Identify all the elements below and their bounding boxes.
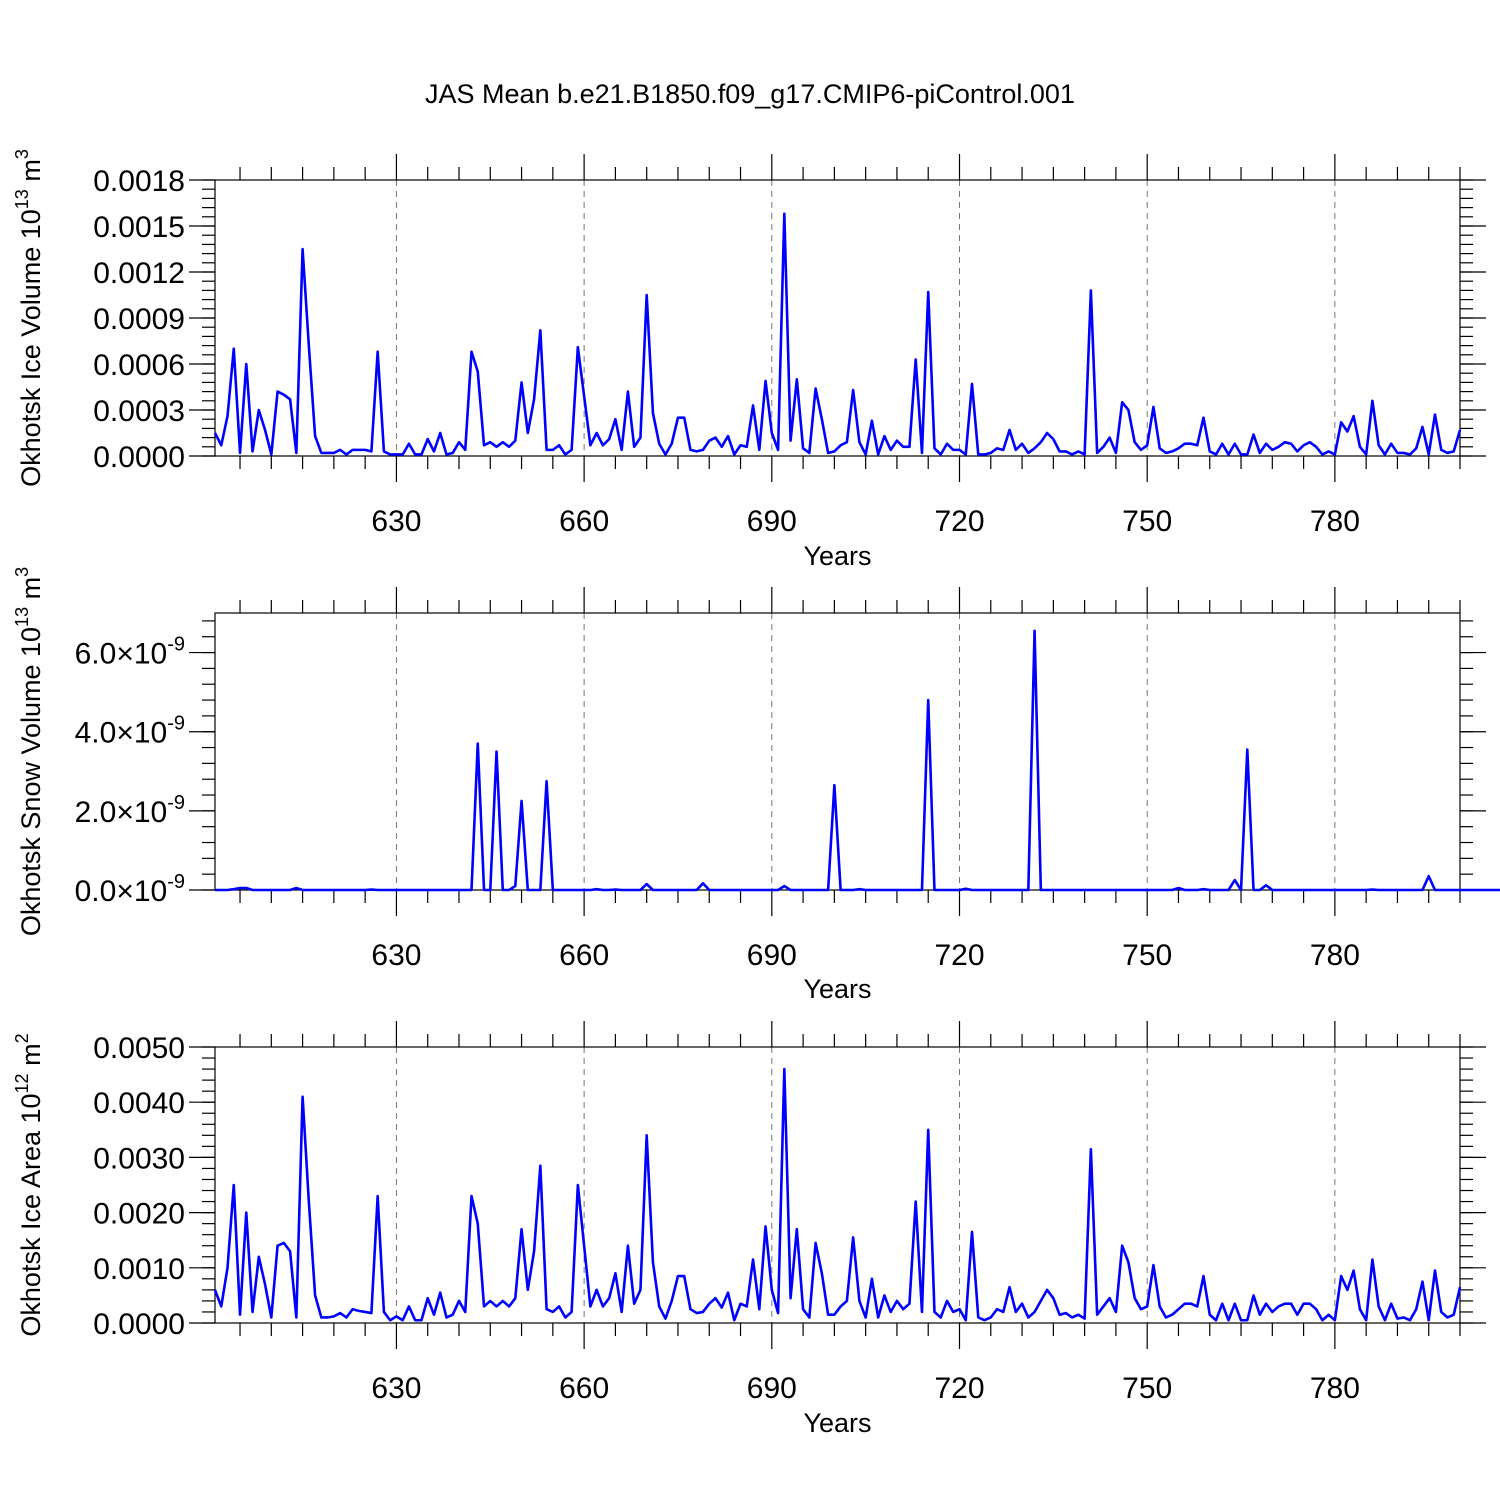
plot-frame xyxy=(214,612,1461,891)
y-tick-label: 6.0×10-9 xyxy=(75,634,185,671)
y-tick-label: 0.0040 xyxy=(93,1087,185,1120)
x-tick-label: 630 xyxy=(371,1372,421,1405)
series-line xyxy=(213,212,1462,456)
y-tick-label: 0.0020 xyxy=(93,1198,185,1231)
y-tick-label: 2.0×10-9 xyxy=(75,792,185,829)
series-line xyxy=(215,629,1500,892)
y-tick-label: 0.0015 xyxy=(93,211,185,244)
y-tick-label: 0.0×10-9 xyxy=(75,871,185,908)
y-axis-title: Okhotsk Ice Area 1012 m2 xyxy=(12,1033,46,1336)
y-tick-label: 0.0000 xyxy=(93,441,185,474)
chart-panel-1: 630 660 690 720 750 780 0.0000 0.0003 0.0006 0.00… xyxy=(12,149,1486,571)
x-tick-label: 630 xyxy=(371,505,421,538)
x-axis-title: Years xyxy=(803,1408,871,1438)
y-axis-title: Okhotsk Ice Volume 1013 m3 xyxy=(12,149,46,487)
x-tick-label: 720 xyxy=(934,505,984,538)
y-tick-label: 0.0012 xyxy=(93,257,185,290)
x-axis-title: Years xyxy=(803,541,871,571)
x-tick-label: 660 xyxy=(559,1372,609,1405)
x-axis-title: Years xyxy=(803,974,871,1004)
x-tick-label: 750 xyxy=(1122,939,1172,972)
y-tick-label: 0.0000 xyxy=(93,1308,185,1341)
y-tick-label: 4.0×10-9 xyxy=(75,713,185,750)
chart-panel-3: 630 660 690 720 750 780 0.0000 0.0010 0.0020 0.00… xyxy=(12,1021,1486,1438)
y-axis-title: Okhotsk Snow Volume 1013 m3 xyxy=(12,567,46,936)
series-line xyxy=(213,1067,1462,1322)
x-tick-label: 750 xyxy=(1122,505,1172,538)
x-tick-label: 660 xyxy=(559,939,609,972)
y-tick-label: 0.0009 xyxy=(93,303,185,336)
x-tick-label: 780 xyxy=(1310,505,1360,538)
x-tick-label: 690 xyxy=(747,1372,797,1405)
y-tick-label: 0.0018 xyxy=(93,165,185,198)
plot-frame xyxy=(214,1046,1461,1324)
figure-title: JAS Mean b.e21.B1850.f09_g17.CMIP6-piCon… xyxy=(425,79,1075,109)
x-tick-label: 780 xyxy=(1310,939,1360,972)
x-tick-label: 630 xyxy=(371,939,421,972)
chart-panel-2: 630 660 690 720 750 780 0.0×10-9 2.0×10-9 4.0×10… xyxy=(12,567,1500,1004)
plot-frame xyxy=(214,179,1461,457)
x-tick-label: 690 xyxy=(747,939,797,972)
x-tick-label: 720 xyxy=(934,939,984,972)
panels: 630 660 690 720 750 780 0.0000 0.0003 0.0006 0.00… xyxy=(12,149,1500,1438)
x-tick-label: 780 xyxy=(1310,1372,1360,1405)
x-tick-label: 660 xyxy=(559,505,609,538)
y-tick-label: 0.0030 xyxy=(93,1142,185,1175)
y-tick-label: 0.0050 xyxy=(93,1032,185,1065)
x-tick-label: 720 xyxy=(934,1372,984,1405)
y-tick-label: 0.0010 xyxy=(93,1253,185,1286)
x-tick-label: 750 xyxy=(1122,1372,1172,1405)
y-tick-label: 0.0003 xyxy=(93,395,185,428)
y-tick-label: 0.0006 xyxy=(93,349,185,382)
x-tick-label: 690 xyxy=(747,505,797,538)
